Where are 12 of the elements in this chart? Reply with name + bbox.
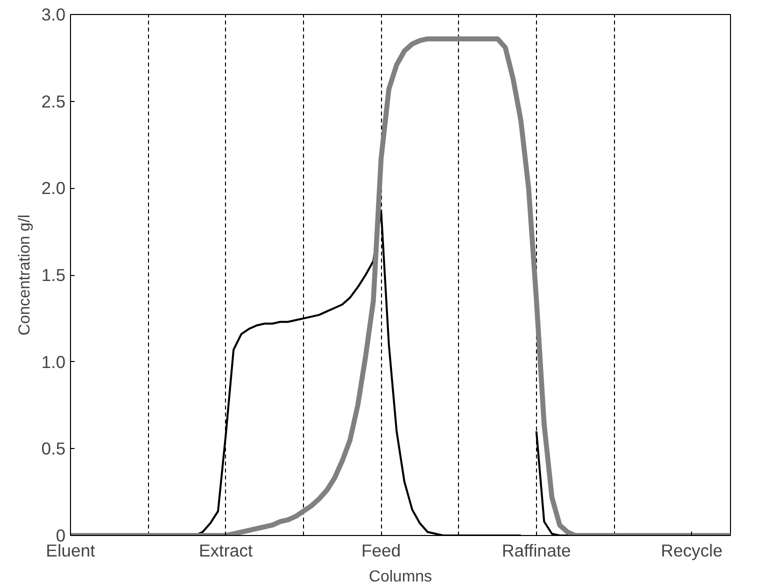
y-tick-label: 2.0 — [41, 178, 66, 198]
y-tick-label: 1.5 — [41, 265, 66, 285]
y-tick-label: 3.0 — [41, 4, 66, 24]
x-tick-label: Extract — [198, 540, 253, 560]
y-axis-title: Concentration g/l — [16, 214, 34, 336]
y-tick-label: 0.5 — [41, 438, 66, 459]
x-tick-label: Feed — [361, 540, 401, 560]
x-tick-label: Raffinate — [502, 540, 571, 560]
y-tick-label: 2.5 — [41, 91, 66, 112]
y-tick-label: 1.0 — [41, 352, 66, 372]
x-axis-title: Columns — [368, 568, 432, 586]
x-tick-label: Recycle — [660, 540, 722, 560]
